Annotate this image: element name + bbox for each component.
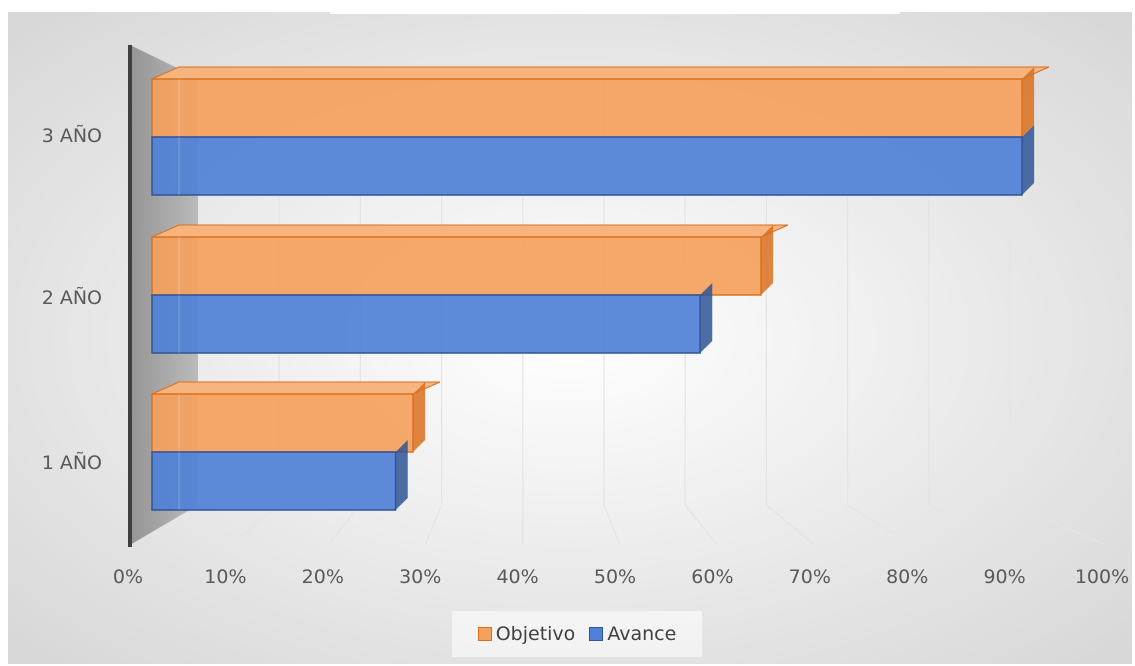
legend-label-objetivo: Objetivo	[495, 623, 576, 645]
bar-side-face	[700, 283, 713, 353]
x-tick-label: 100%	[1075, 566, 1129, 588]
x-tick-label: 10%	[204, 566, 246, 588]
bar	[151, 294, 701, 354]
bar-side-face	[395, 440, 408, 510]
bar-top-face	[151, 381, 441, 395]
gridline-floor	[928, 504, 1010, 546]
x-tick-label: 90%	[983, 566, 1025, 588]
x-tick-label: 30%	[399, 566, 441, 588]
gridline-floor	[230, 504, 280, 546]
x-tick-label: 70%	[789, 566, 831, 588]
top-white-strip	[330, 0, 900, 14]
x-tick-label: 20%	[302, 566, 344, 588]
gridline-floor	[424, 504, 443, 546]
x-tick-label: 60%	[691, 566, 733, 588]
bar-side-face	[1022, 125, 1035, 195]
legend: Objetivo Avance	[452, 611, 702, 657]
x-tick-label: 0%	[113, 566, 143, 588]
bar	[151, 393, 414, 453]
bar-top-face	[151, 66, 1050, 80]
bar-top-face	[151, 224, 789, 238]
bar	[151, 236, 762, 296]
category-label: 1 AÑO	[42, 451, 102, 474]
legend-item-objetivo: Objetivo	[477, 623, 576, 645]
gridline-floor	[1009, 504, 1108, 546]
gridline-floor	[327, 504, 361, 546]
legend-item-avance: Avance	[589, 623, 676, 645]
category-label: 2 AÑO	[42, 286, 102, 309]
bar	[151, 136, 1023, 196]
legend-swatch-objetivo	[477, 627, 492, 641]
bar-side-face	[761, 225, 774, 295]
bar-side-face	[413, 382, 426, 452]
bar	[151, 451, 397, 511]
category-label: 3 AÑO	[42, 124, 102, 147]
gridline-floor	[766, 504, 816, 546]
legend-label-avance: Avance	[607, 623, 677, 645]
x-tick-label: 40%	[496, 566, 538, 588]
x-tick-label: 50%	[594, 566, 636, 588]
gridline-floor	[847, 504, 913, 546]
bar-side-face	[1022, 67, 1035, 137]
x-tick-label: 80%	[886, 566, 928, 588]
bar	[151, 78, 1023, 138]
gridline-floor	[603, 504, 621, 546]
legend-swatch-avance	[589, 627, 604, 641]
gridline-floor	[684, 504, 718, 546]
